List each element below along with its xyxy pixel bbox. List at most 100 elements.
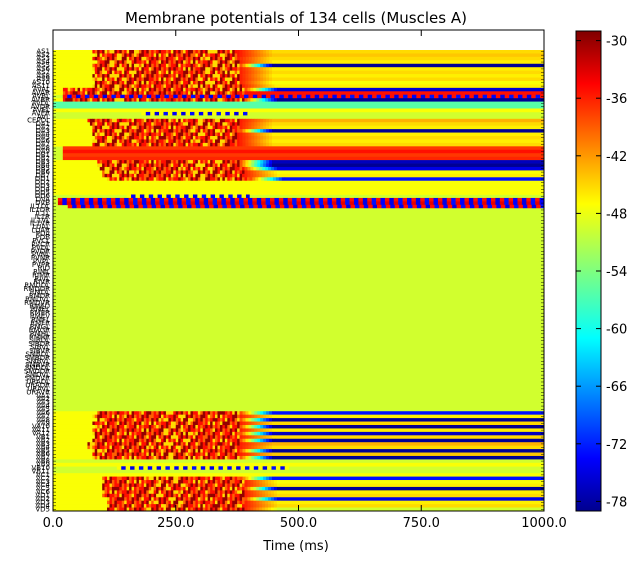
trace-segment — [129, 142, 132, 147]
trace-segment — [129, 125, 132, 130]
trace-segment — [474, 204, 479, 209]
trace-segment — [248, 414, 252, 419]
trace-segment — [197, 449, 201, 453]
trace-segment — [217, 177, 221, 182]
trace-segment — [217, 56, 221, 61]
trace-segment — [253, 504, 257, 508]
cell-label: AVAL — [33, 86, 50, 94]
trace-segment — [232, 67, 235, 71]
trace-segment — [200, 125, 204, 130]
trace-segment — [442, 201, 448, 206]
trace-segment — [183, 67, 186, 71]
trace-segment — [363, 204, 369, 209]
trace-segment — [266, 445, 270, 450]
trace-segment — [239, 476, 243, 481]
trace-segment — [148, 80, 152, 85]
trace-segment — [227, 173, 231, 178]
trace-segment — [120, 94, 125, 99]
trace-segment — [175, 483, 179, 488]
trace-segment — [195, 98, 199, 102]
trace-segment — [109, 60, 113, 65]
cell-label: PVCR — [31, 240, 50, 248]
trace-segment — [222, 50, 226, 54]
trace-segment — [148, 497, 152, 501]
trace-segment — [134, 431, 137, 436]
trace-segment — [178, 476, 181, 481]
trace-segment — [345, 197, 350, 202]
trace-segment — [158, 500, 162, 505]
trace-segment — [232, 77, 235, 82]
cell-label: VA9 — [36, 419, 50, 427]
trace-segment — [116, 428, 120, 433]
trace-segment — [268, 173, 272, 178]
trace-segment — [153, 445, 157, 450]
trace-segment — [151, 50, 154, 54]
trace-segment — [163, 74, 167, 78]
trace-segment — [141, 170, 145, 175]
trace-segment — [229, 452, 233, 457]
trace-segment — [210, 504, 213, 508]
trace-segment — [207, 160, 211, 164]
trace-segment — [138, 466, 144, 471]
row-trace — [53, 500, 108, 505]
trace-segment — [245, 421, 249, 426]
trace-segment — [251, 452, 255, 457]
trace-segment — [188, 455, 191, 460]
cell-label: DB3 — [35, 158, 50, 166]
row-trace — [279, 98, 544, 102]
trace-segment — [254, 132, 258, 137]
trace-segment — [200, 177, 204, 182]
trace-segment — [265, 98, 269, 102]
trace-segment — [276, 87, 281, 92]
trace-segment — [161, 411, 164, 415]
trace-segment — [146, 74, 150, 78]
trace-segment — [119, 455, 123, 460]
row-trace — [53, 455, 93, 460]
trace-segment — [254, 67, 258, 71]
trace-segment — [212, 507, 216, 511]
trace-segment — [224, 435, 228, 440]
trace-segment — [94, 421, 98, 426]
trace-segment — [215, 500, 218, 505]
trace-segment — [269, 452, 273, 457]
trace-segment — [218, 466, 224, 471]
trace-segment — [260, 122, 264, 126]
trace-segment — [102, 142, 105, 147]
trace-segment — [207, 132, 211, 137]
trace-segment — [109, 53, 113, 58]
trace-segment — [102, 60, 105, 65]
trace-segment — [158, 50, 162, 54]
trace-segment — [250, 166, 254, 171]
trace-segment — [99, 438, 103, 443]
trace-segment — [248, 142, 252, 147]
trace-segment — [119, 125, 123, 130]
trace-segment — [178, 122, 181, 126]
trace-segment — [237, 445, 240, 450]
trace-segment — [346, 204, 351, 209]
trace-segment — [215, 483, 218, 488]
trace-segment — [102, 411, 105, 415]
trace-segment — [125, 466, 131, 471]
trace-segment — [237, 455, 240, 460]
trace-segment — [389, 197, 395, 202]
trace-segment — [124, 486, 127, 491]
trace-segment — [111, 177, 115, 182]
trace-segment — [283, 94, 289, 99]
trace-segment — [111, 170, 115, 175]
trace-segment — [126, 56, 130, 61]
trace-segment — [229, 431, 233, 436]
trace-segment — [202, 504, 206, 508]
row-trace — [53, 486, 103, 491]
trace-segment — [188, 170, 191, 175]
trace-segment — [224, 428, 228, 433]
trace-segment — [273, 91, 278, 96]
trace-segment — [207, 91, 211, 96]
trace-segment — [126, 173, 130, 178]
trace-segment — [163, 418, 167, 422]
trace-segment — [156, 160, 159, 164]
trace-segment — [269, 414, 273, 419]
trace-segment — [175, 87, 179, 92]
trace-segment — [319, 204, 325, 209]
trace-segment — [186, 201, 191, 206]
trace-segment — [156, 67, 159, 71]
